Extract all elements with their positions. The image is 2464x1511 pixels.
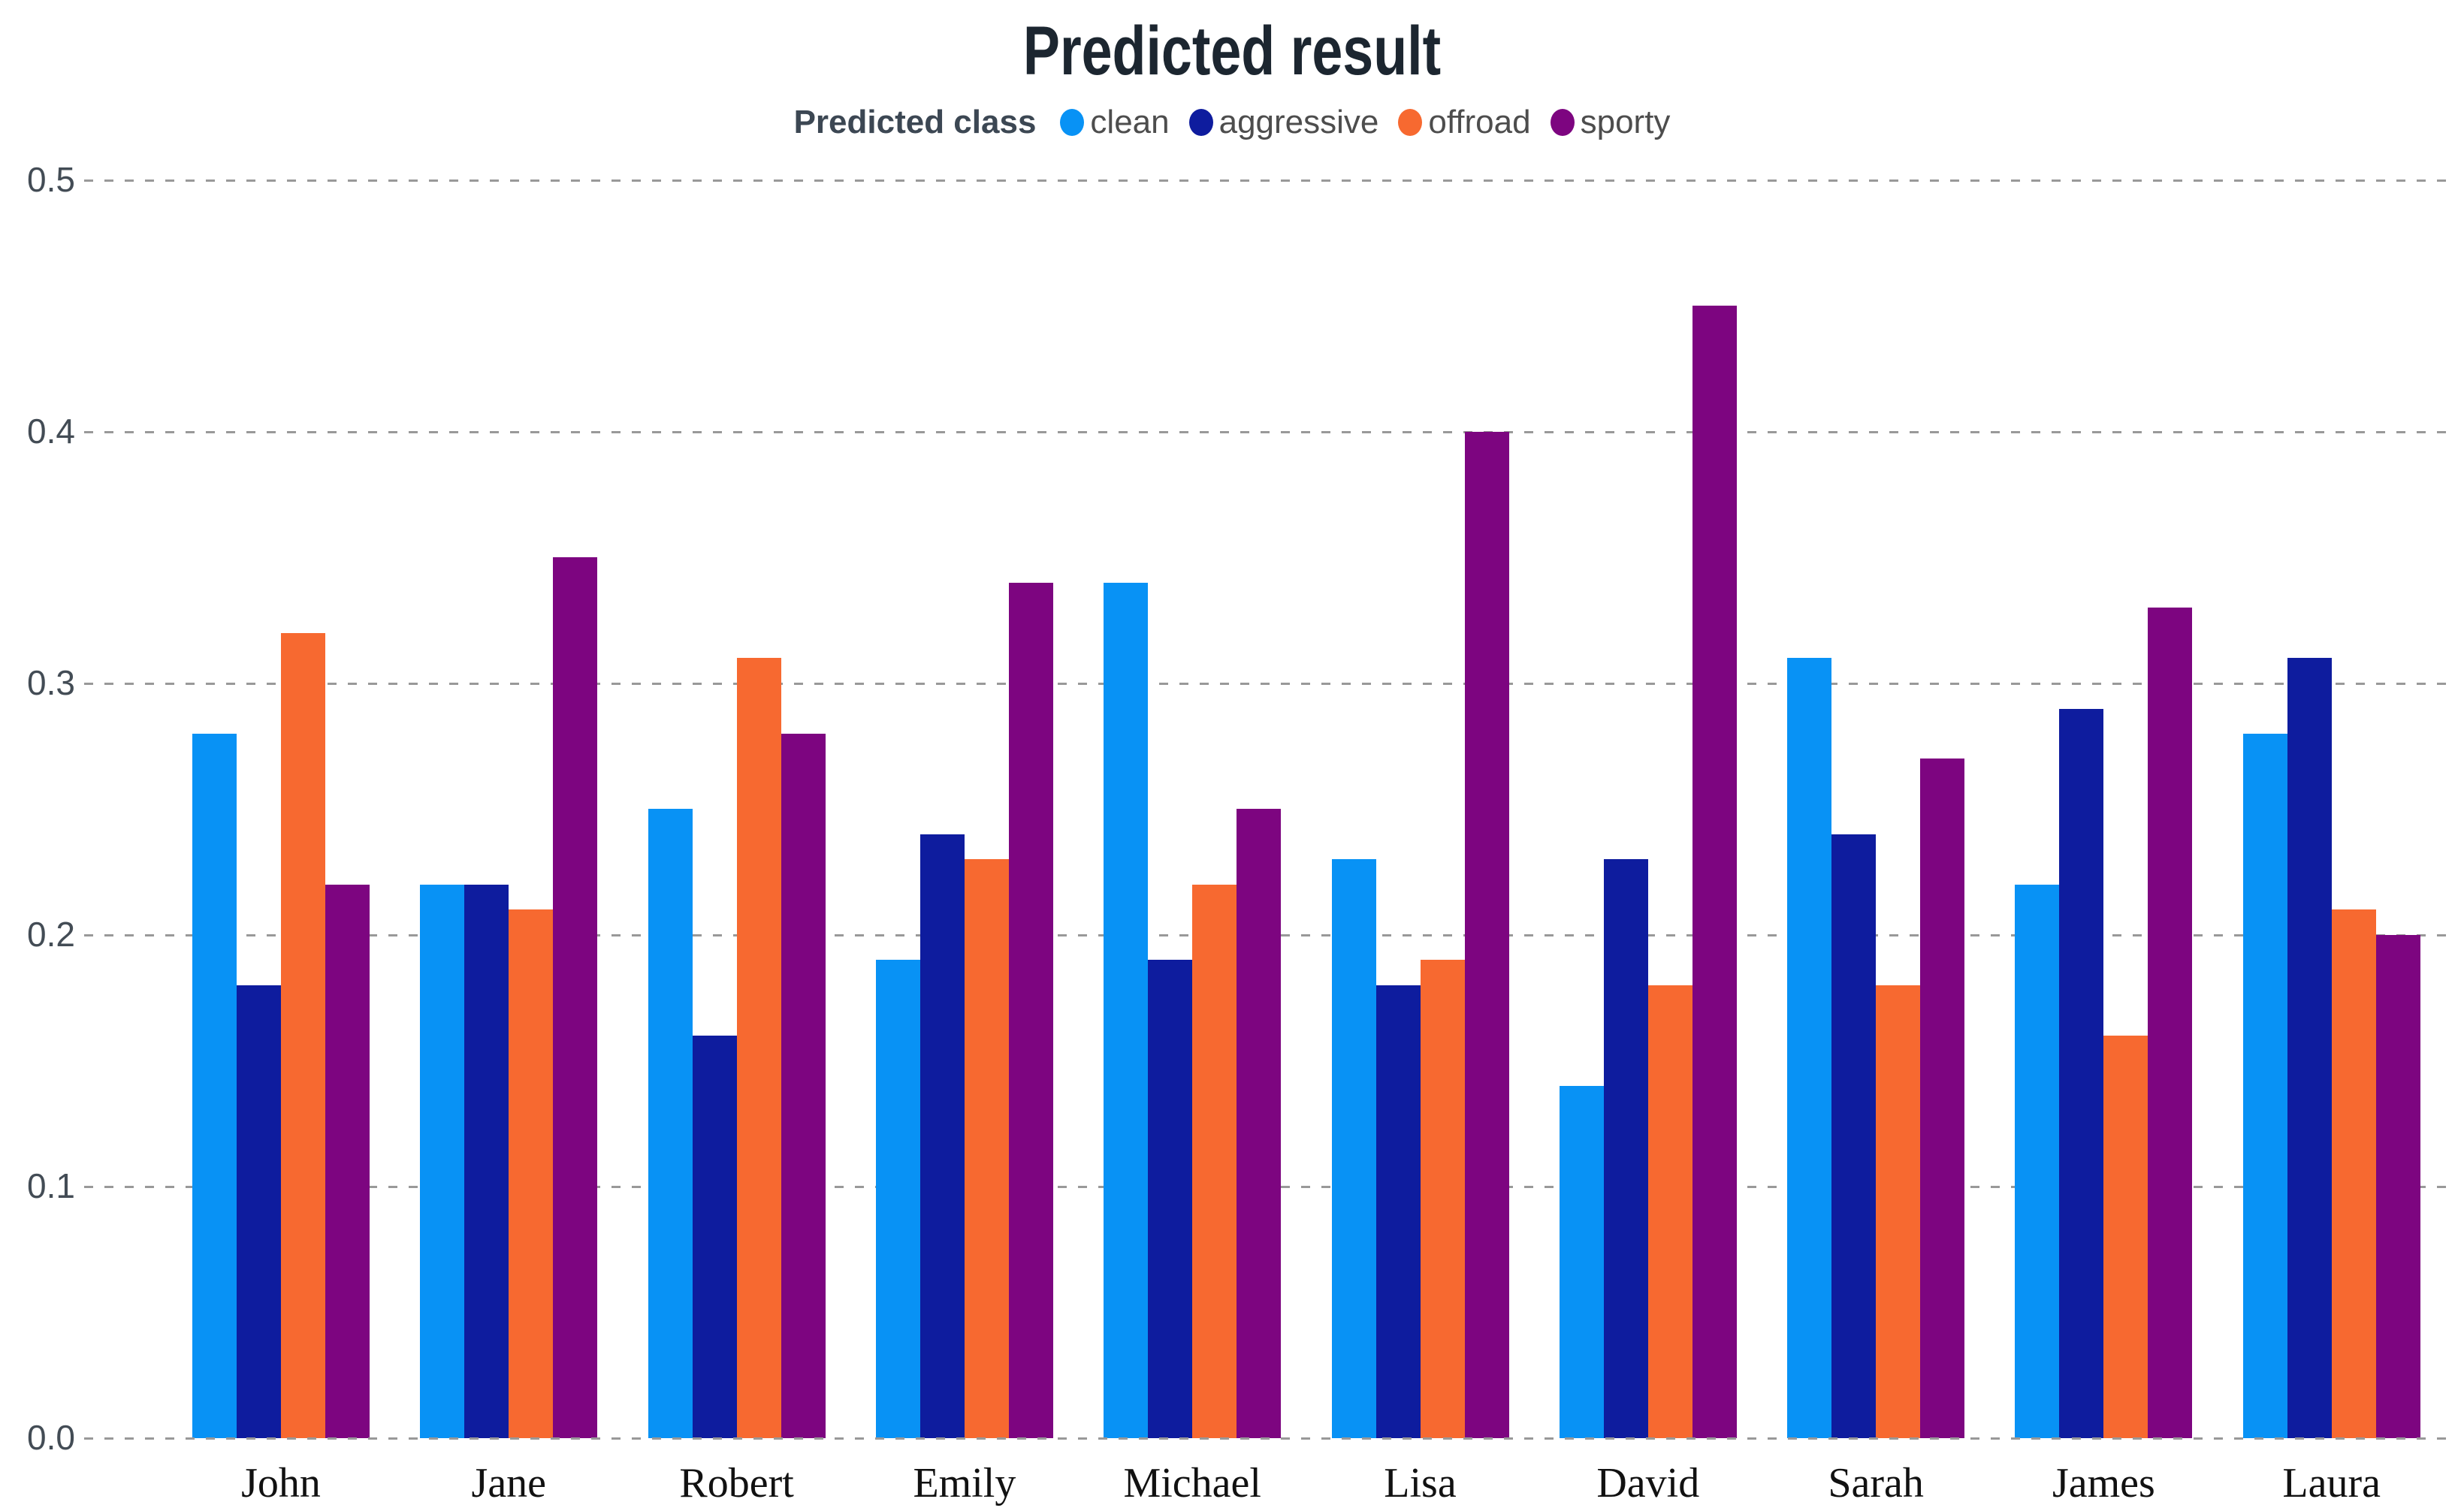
legend-item-offroad: offroad <box>1398 104 1531 141</box>
bar-group-Lisa <box>1331 180 1509 1438</box>
x-tick-label-James: James <box>2052 1460 2155 1506</box>
bar-offroad-David <box>1647 985 1692 1438</box>
x-tick-label-Jane: Jane <box>471 1460 547 1506</box>
x-tick-label-David: David <box>1596 1460 1700 1506</box>
x-tick-label-Emily: Emily <box>913 1460 1016 1506</box>
bar-sporty-Michael <box>1237 809 1282 1438</box>
bar-aggressive-David <box>1603 859 1648 1438</box>
x-tick-label-Lisa: Lisa <box>1384 1460 1457 1506</box>
legend-item-label: offroad <box>1428 104 1531 140</box>
bar-aggressive-James <box>2059 709 2104 1438</box>
bar-sporty-John <box>325 885 370 1438</box>
chart-title: Predicted result <box>1022 13 1442 89</box>
bar-offroad-Lisa <box>1420 960 1465 1438</box>
y-tick-label: 0.2 <box>27 915 75 954</box>
bar-aggressive-Michael <box>1148 960 1193 1438</box>
bar-aggressive-Laura <box>2287 658 2332 1438</box>
x-tick-label-Sarah: Sarah <box>1828 1460 1924 1506</box>
bar-group-Sarah <box>1787 180 1965 1438</box>
bar-sporty-Lisa <box>1464 432 1509 1438</box>
y-tick-label: 0.0 <box>27 1418 75 1457</box>
bar-aggressive-Sarah <box>1831 834 1877 1438</box>
gridline-0.3 <box>84 683 2455 685</box>
bar-sporty-Robert <box>781 734 826 1438</box>
bar-sporty-Jane <box>553 557 598 1438</box>
bar-offroad-James <box>2103 1036 2148 1438</box>
legend-item-label: aggressive <box>1218 104 1379 140</box>
bar-offroad-Laura <box>2331 909 2376 1438</box>
clean-legend-marker-icon <box>1060 109 1085 136</box>
bar-clean-Emily <box>875 960 920 1438</box>
bar-group-Michael <box>1104 180 1282 1438</box>
bar-clean-Lisa <box>1331 859 1376 1438</box>
bar-offroad-Sarah <box>1876 985 1921 1438</box>
bar-aggressive-Jane <box>464 885 509 1438</box>
bar-sporty-James <box>2148 608 2193 1438</box>
bar-clean-Robert <box>648 809 693 1438</box>
bar-clean-Jane <box>420 885 465 1438</box>
legend-item-clean: clean <box>1060 104 1170 141</box>
bar-clean-John <box>192 734 237 1438</box>
y-tick-label: 0.1 <box>27 1166 75 1205</box>
y-tick-label: 0.5 <box>27 160 75 199</box>
bar-offroad-Emily <box>964 859 1009 1438</box>
legend-item-aggressive: aggressive <box>1188 104 1379 141</box>
bar-group-David <box>1559 180 1737 1438</box>
bar-sporty-Sarah <box>1920 759 1965 1438</box>
y-tick-label: 0.4 <box>27 412 75 451</box>
legend-item-sporty: sporty <box>1550 104 1671 141</box>
bar-offroad-Michael <box>1192 885 1237 1438</box>
bar-clean-James <box>2015 885 2060 1438</box>
offroad-legend-marker-icon <box>1398 109 1423 136</box>
bar-clean-David <box>1559 1086 1604 1438</box>
legend: Predicted class clean aggressive offroad sp… <box>0 104 2464 141</box>
bar-aggressive-John <box>237 985 281 1438</box>
legend-items: clean aggressive offroad sporty <box>1060 104 1670 141</box>
x-tick-label-John: John <box>241 1460 321 1506</box>
legend-title: Predicted class <box>793 104 1037 140</box>
bar-group-James <box>2015 180 2193 1438</box>
bar-sporty-David <box>1692 306 1737 1438</box>
bar-aggressive-Robert <box>692 1036 737 1438</box>
bar-sporty-Laura <box>2375 935 2420 1438</box>
bar-group-Emily <box>875 180 1053 1438</box>
bar-aggressive-Lisa <box>1375 985 1421 1438</box>
bar-sporty-Emily <box>1008 583 1053 1438</box>
bar-offroad-Robert <box>736 658 781 1438</box>
bar-group-John <box>192 180 370 1438</box>
sporty-legend-marker-icon <box>1550 109 1575 136</box>
legend-item-label: clean <box>1090 104 1170 140</box>
bar-clean-Laura <box>2242 734 2287 1438</box>
legend-item-label: sporty <box>1580 104 1671 140</box>
x-tick-label-Michael: Michael <box>1123 1460 1261 1506</box>
bar-aggressive-Emily <box>919 834 965 1438</box>
bar-offroad-Jane <box>509 909 554 1438</box>
bar-group-Jane <box>420 180 598 1438</box>
x-tick-label-Robert: Robert <box>679 1460 794 1506</box>
bar-offroad-John <box>281 633 325 1438</box>
x-tick-label-Laura: Laura <box>2282 1460 2381 1506</box>
bar-clean-Michael <box>1104 583 1149 1438</box>
bar-group-Robert <box>648 180 826 1438</box>
bar-group-Laura <box>2242 180 2420 1438</box>
gridline-0.0 <box>84 1437 2455 1440</box>
gridline-0.5 <box>84 179 2455 182</box>
bar-clean-Sarah <box>1787 658 1832 1438</box>
gridline-0.4 <box>84 431 2455 433</box>
y-tick-label: 0.3 <box>27 663 75 702</box>
aggressive-legend-marker-icon <box>1188 109 1213 136</box>
